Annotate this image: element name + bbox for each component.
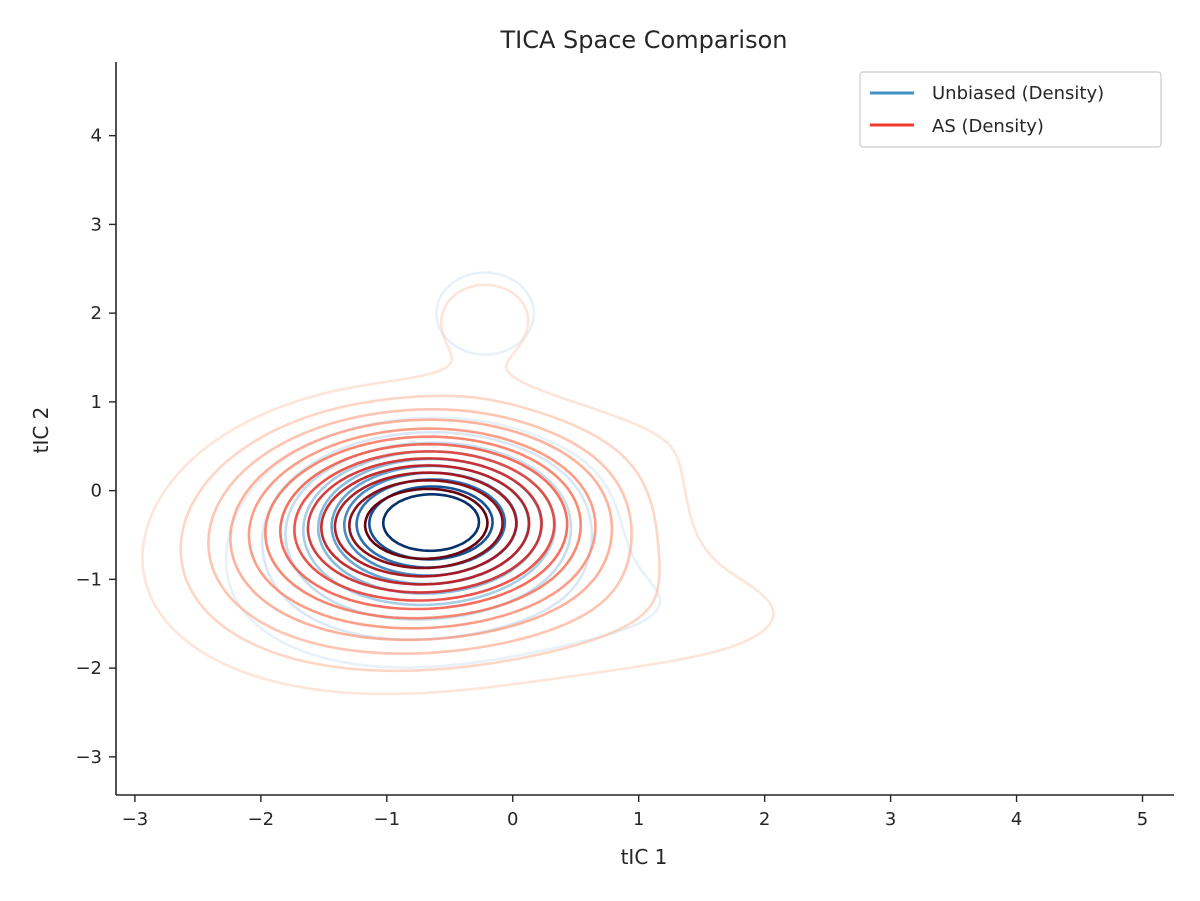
- y-tick-label: −1: [75, 569, 102, 590]
- contour-line: [348, 479, 504, 570]
- contour-line: [229, 418, 614, 642]
- legend: Unbiased (Density) AS (Density): [859, 71, 1162, 148]
- contour-line: [306, 457, 543, 594]
- contour-line: [279, 442, 569, 611]
- contour-line: [141, 283, 775, 696]
- legend-entry-as: AS (Density): [932, 116, 1044, 137]
- x-tick-label: 2: [759, 809, 770, 830]
- x-tick-label: 1: [633, 809, 644, 830]
- x-tick-label: −1: [374, 809, 401, 830]
- y-tick-label: 2: [91, 303, 102, 324]
- axes: −3 −2 −1 0 1 2 3 4 5 −3 −2 −1 0 1 2 3 4: [75, 62, 1174, 830]
- contour-line: [207, 408, 633, 655]
- y-tick-label: 4: [91, 126, 102, 147]
- contour-line: [179, 394, 661, 673]
- x-tick-label: −3: [122, 809, 149, 830]
- legend-entry-unbiased: Unbiased (Density): [932, 83, 1104, 104]
- y-tick-label: −2: [75, 658, 102, 679]
- contour-line: [247, 427, 597, 630]
- contour-group-as: [141, 283, 775, 696]
- y-tick-label: 3: [91, 214, 102, 235]
- x-tick-label: −2: [248, 809, 275, 830]
- y-tick-label: 1: [91, 392, 102, 413]
- contour-line: [333, 471, 518, 578]
- contour-layer: [141, 271, 775, 696]
- contour-line: [363, 487, 489, 561]
- contour-line: [381, 493, 481, 553]
- contour-line: [320, 464, 531, 586]
- y-tick-label: 0: [91, 481, 102, 502]
- x-tick-label: 0: [507, 809, 518, 830]
- y-axis-label: tIC 2: [29, 407, 53, 454]
- x-axis-label: tIC 1: [621, 845, 668, 869]
- x-tick-label: 5: [1137, 809, 1148, 830]
- x-tick-label: 3: [885, 809, 896, 830]
- legend-box: [859, 71, 1162, 148]
- contour-line: [293, 450, 556, 602]
- chart-title: TICA Space Comparison: [499, 26, 787, 54]
- x-tick-label: 4: [1011, 809, 1022, 830]
- contour-line: [264, 435, 582, 620]
- y-tick-label: −3: [75, 747, 102, 768]
